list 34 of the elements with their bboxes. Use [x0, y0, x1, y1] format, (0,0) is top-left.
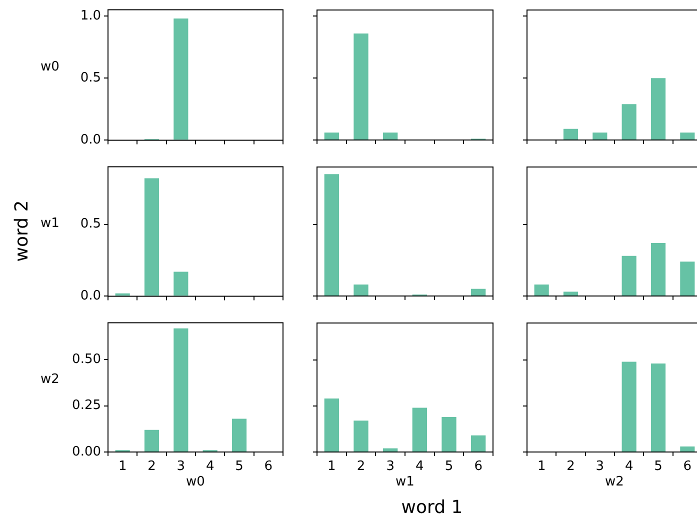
- x-tick-label: 5: [654, 459, 662, 474]
- x-axis-title: w0: [186, 474, 205, 490]
- text: word 2: [12, 200, 32, 262]
- x-tick-label: 6: [683, 459, 692, 474]
- x-tick-label: 2: [148, 459, 156, 474]
- x-tick-label: 4: [624, 459, 634, 474]
- x-axis-title: w2: [605, 474, 624, 490]
- y-tick-label: 0.00: [72, 444, 101, 460]
- x-tick-label: 2: [566, 459, 575, 474]
- y-tick-label: 0.25: [72, 398, 101, 414]
- x-tick-label: 4: [206, 459, 214, 474]
- x-axis-title: w1: [396, 474, 414, 490]
- x-tick-label: 3: [596, 459, 604, 474]
- y-tick-label: 0.50: [72, 352, 101, 368]
- x-tick-label: 1: [328, 459, 336, 474]
- x-tick-label: 6: [264, 459, 273, 474]
- y-axis-title: w2: [40, 372, 60, 387]
- y-tick-label: 1.0: [80, 8, 101, 24]
- x-tick-label: 3: [176, 459, 186, 474]
- x-tick-label: 1: [537, 459, 546, 474]
- x-tick-label: 5: [235, 459, 244, 474]
- text: word 1: [401, 497, 463, 518]
- x-tick-label: 4: [416, 459, 424, 474]
- x-tick-label: 5: [444, 459, 454, 474]
- y-axis-title: w0: [40, 60, 60, 75]
- y-tick-label: 0.0: [80, 132, 101, 148]
- y-tick-label: 0.5: [80, 216, 101, 232]
- y-tick-label: 0.0: [80, 288, 101, 304]
- x-tick-label: 3: [386, 459, 394, 474]
- y-axis-title: w1: [40, 216, 60, 232]
- x-tick-label: 2: [356, 459, 366, 474]
- y-tick-label: 0.5: [80, 70, 101, 86]
- x-tick-label: 1: [118, 459, 127, 474]
- x-tick-label: 6: [474, 459, 482, 474]
